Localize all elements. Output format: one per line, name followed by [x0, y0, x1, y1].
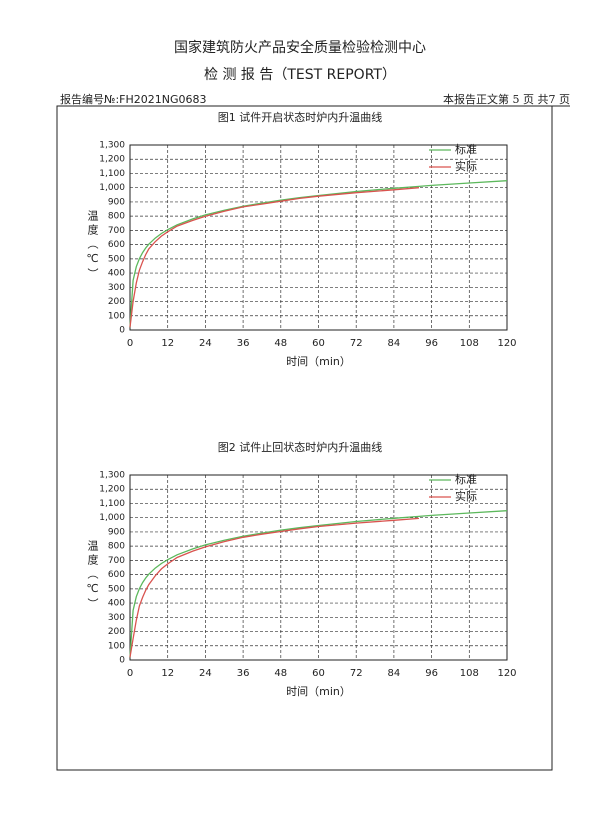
series-line [129, 510, 508, 658]
y-tick-label: 1,100 [99, 169, 125, 179]
report-title: 检 测 报 告（TEST REPORT） [204, 67, 396, 83]
y-tick-label: 700 [108, 226, 125, 236]
content-frame [56, 105, 553, 771]
x-tick-label: 120 [497, 338, 516, 349]
x-tick-label: 24 [199, 338, 212, 349]
legend-label: 实际 [455, 159, 477, 173]
chart-title: 图1 试件开启状态时炉内升温曲线 [218, 110, 383, 124]
x-tick-label: 96 [425, 668, 438, 679]
y-tick-label: 1,200 [99, 155, 125, 165]
x-tick-label: 24 [199, 668, 212, 679]
y-tick-label: 900 [108, 197, 125, 207]
x-tick-label: 36 [237, 668, 250, 679]
org-name: 国家建筑防火产品安全质量检验检测中心 [174, 39, 426, 56]
y-axis-label: 温度（℃） [86, 540, 99, 612]
y-tick-label: 1,000 [99, 513, 125, 523]
y-tick-label: 900 [108, 527, 125, 537]
y-tick-label: 1,000 [99, 183, 125, 193]
x-tick-label: 48 [274, 668, 287, 679]
x-tick-label: 12 [161, 668, 174, 679]
y-tick-label: 1,200 [99, 485, 125, 495]
y-tick-label: 800 [108, 542, 125, 552]
y-tick-label: 300 [108, 613, 125, 623]
y-tick-label: 200 [108, 297, 125, 307]
x-tick-label: 96 [425, 338, 438, 349]
x-tick-label: 0 [127, 338, 133, 349]
x-tick-label: 60 [312, 338, 325, 349]
x-tick-label: 72 [350, 668, 363, 679]
y-tick-label: 800 [108, 212, 125, 222]
y-tick-label: 100 [108, 311, 125, 321]
y-tick-label: 500 [108, 584, 125, 594]
y-tick-label: 600 [108, 570, 125, 580]
chart-title: 图2 试件止回状态时炉内升温曲线 [218, 440, 383, 454]
y-tick-label: 200 [108, 627, 125, 637]
y-tick-label: 300 [108, 283, 125, 293]
y-tick-label: 100 [108, 641, 125, 651]
x-tick-label: 48 [274, 338, 287, 349]
y-axis-label: 温度（℃） [86, 210, 99, 282]
series-line [129, 517, 420, 658]
y-tick-label: 1,300 [99, 141, 125, 151]
y-tick-label: 1,100 [99, 499, 125, 509]
plot-frame [129, 474, 508, 661]
page-info: 本报告正文第 5 页 共7 页 [443, 92, 570, 106]
y-tick-label: 500 [108, 254, 125, 264]
x-tick-label: 12 [161, 338, 174, 349]
report-number: 报告编号№:FH2021NG0683 [60, 92, 207, 106]
x-tick-label: 84 [388, 668, 401, 679]
x-tick-label: 60 [312, 668, 325, 679]
x-tick-label: 0 [127, 668, 133, 679]
series-line [129, 180, 508, 328]
y-tick-label: 600 [108, 240, 125, 250]
x-tick-label: 108 [460, 668, 479, 679]
y-tick-label: 0 [119, 326, 125, 336]
x-tick-label: 108 [460, 338, 479, 349]
x-axis-label: 时间（min） [286, 685, 351, 698]
x-tick-label: 72 [350, 338, 363, 349]
plot-frame [129, 144, 508, 331]
x-tick-label: 36 [237, 338, 250, 349]
x-tick-label: 84 [388, 338, 401, 349]
y-tick-label: 0 [119, 656, 125, 666]
y-tick-label: 1,300 [99, 471, 125, 481]
series-line [129, 187, 420, 328]
legend-label: 标准 [455, 142, 477, 156]
legend-label: 实际 [455, 489, 477, 503]
legend-label: 标准 [455, 472, 477, 486]
y-tick-label: 400 [108, 599, 125, 609]
x-axis-label: 时间（min） [286, 355, 351, 368]
x-tick-label: 120 [497, 668, 516, 679]
y-tick-label: 700 [108, 556, 125, 566]
y-tick-label: 400 [108, 269, 125, 279]
